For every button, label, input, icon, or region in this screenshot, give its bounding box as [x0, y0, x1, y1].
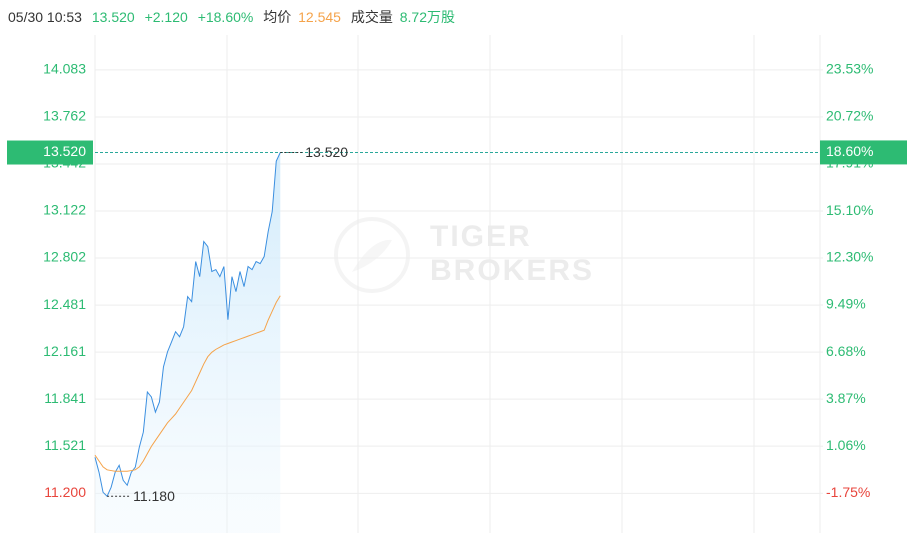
- y-tick-label: 11.841: [44, 390, 86, 406]
- avg-line: [94, 295, 281, 472]
- y-tick-label: 11.200: [44, 484, 86, 500]
- y-tick-label: 11.521: [44, 437, 86, 453]
- price: 13.520: [91, 9, 135, 25]
- low-annot: 11.180: [133, 488, 175, 504]
- volume-value: 8.72万股: [399, 9, 455, 25]
- y2-tick-label: 23.53%: [826, 61, 873, 77]
- price-area: [95, 152, 281, 533]
- last-pct-tag: [820, 140, 907, 165]
- watermark-text: TIGER: [430, 220, 532, 253]
- y-tick-label: 13.122: [43, 202, 86, 218]
- watermark-text: BROKERS: [430, 254, 594, 287]
- y-tick-label: 12.161: [43, 343, 86, 359]
- price-line: [94, 152, 281, 498]
- y2-tick-label: 12.30%: [826, 249, 873, 265]
- y2-tick-label: 15.10%: [826, 202, 873, 218]
- volume-label: 成交量: [350, 9, 393, 25]
- avg-value: 12.545: [298, 9, 341, 25]
- y-tick-label: 12.481: [43, 296, 86, 312]
- y2-tick-label: 20.72%: [826, 108, 873, 124]
- y2-tick-label: -1.75%: [826, 484, 870, 500]
- time: 05/30 10:53: [8, 9, 82, 25]
- last-price-tag: [7, 140, 93, 165]
- last-annot: 13.520: [305, 144, 348, 160]
- watermark: [334, 217, 410, 293]
- last-pct-tag-text: 18.60%: [826, 143, 873, 159]
- y2-tick-label: 1.06%: [826, 437, 866, 453]
- y2-tick-label: 9.49%: [826, 296, 866, 312]
- last-price-tag-text: 13.520: [43, 143, 86, 159]
- y-tick-label: 13.762: [43, 108, 86, 124]
- y-tick-label: 12.802: [43, 249, 86, 265]
- y2-tick-label: 6.68%: [826, 343, 866, 359]
- y-tick-label: 14.083: [43, 61, 86, 77]
- header: 05/30 10:53 13.520 +2.120 +18.60% 均价 12.…: [8, 7, 461, 27]
- y2-tick-label: 3.87%: [826, 390, 866, 406]
- change-pct: +18.60%: [197, 9, 254, 25]
- avg-label: 均价: [263, 9, 292, 25]
- change: +2.120: [144, 9, 188, 25]
